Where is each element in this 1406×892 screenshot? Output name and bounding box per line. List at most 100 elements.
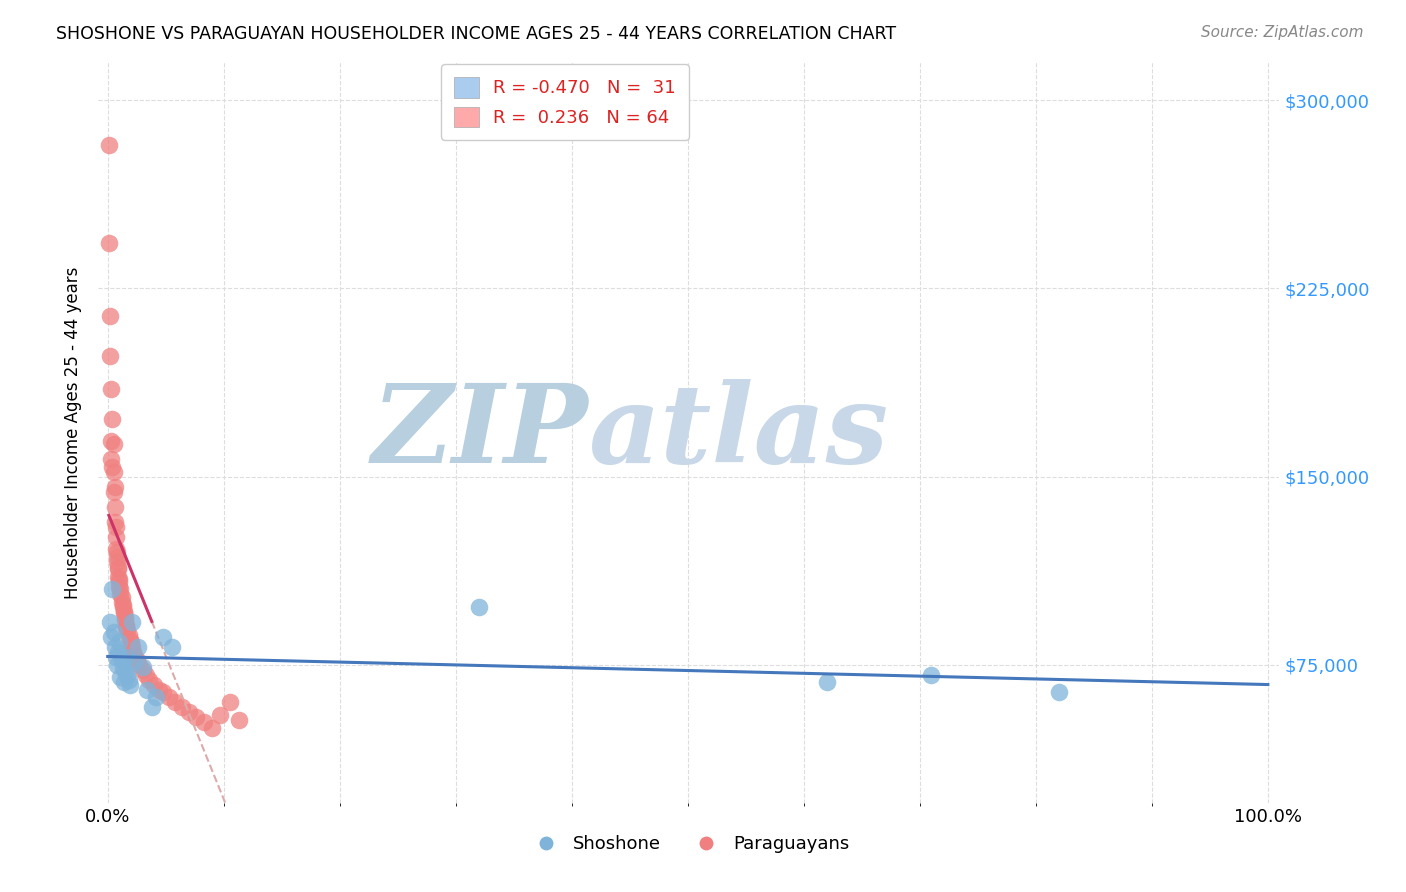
Point bbox=[121, 640, 143, 655]
Point bbox=[228, 713, 250, 727]
Point bbox=[108, 573, 131, 587]
Point bbox=[107, 570, 129, 584]
Point bbox=[118, 632, 141, 647]
Point bbox=[111, 660, 134, 674]
Point bbox=[104, 530, 127, 544]
Point bbox=[124, 655, 146, 669]
Point bbox=[103, 437, 125, 451]
Point bbox=[117, 673, 139, 687]
Point bbox=[120, 635, 142, 649]
Point bbox=[104, 650, 127, 665]
Point bbox=[127, 640, 149, 655]
Point bbox=[114, 665, 136, 680]
Point bbox=[115, 617, 138, 632]
Point bbox=[97, 236, 120, 251]
Point bbox=[122, 645, 145, 659]
Point bbox=[100, 382, 122, 396]
Point bbox=[145, 690, 167, 705]
Point bbox=[152, 630, 174, 644]
Point bbox=[131, 663, 153, 677]
Point bbox=[115, 620, 138, 634]
Point bbox=[184, 710, 207, 724]
Point bbox=[148, 682, 170, 697]
Legend: Shoshone, Paraguayans: Shoshone, Paraguayans bbox=[520, 828, 858, 861]
Point bbox=[177, 706, 200, 720]
Point bbox=[141, 700, 163, 714]
Point bbox=[815, 675, 838, 690]
Text: SHOSHONE VS PARAGUAYAN HOUSEHOLDER INCOME AGES 25 - 44 YEARS CORRELATION CHART: SHOSHONE VS PARAGUAYAN HOUSEHOLDER INCOM… bbox=[56, 25, 897, 43]
Point bbox=[111, 653, 134, 667]
Point bbox=[152, 685, 174, 699]
Point bbox=[111, 600, 134, 615]
Point bbox=[128, 657, 150, 672]
Point bbox=[111, 598, 134, 612]
Point bbox=[108, 635, 131, 649]
Point bbox=[117, 623, 139, 637]
Point bbox=[107, 645, 129, 659]
Point bbox=[114, 613, 136, 627]
Point bbox=[117, 668, 139, 682]
Point bbox=[209, 708, 232, 723]
Point bbox=[110, 582, 132, 597]
Point bbox=[920, 668, 942, 682]
Point bbox=[201, 721, 224, 735]
Point bbox=[103, 465, 125, 479]
Point bbox=[112, 675, 135, 690]
Point bbox=[170, 700, 193, 714]
Point bbox=[136, 682, 159, 697]
Point bbox=[98, 309, 121, 323]
Point bbox=[100, 434, 122, 449]
Point bbox=[104, 479, 127, 493]
Point bbox=[101, 412, 124, 426]
Point bbox=[193, 715, 215, 730]
Point bbox=[108, 574, 131, 589]
Point bbox=[98, 615, 121, 629]
Point bbox=[104, 520, 127, 534]
Point bbox=[121, 615, 143, 629]
Point bbox=[103, 484, 125, 499]
Point bbox=[105, 545, 128, 559]
Y-axis label: Householder Income Ages 25 - 44 years: Householder Income Ages 25 - 44 years bbox=[65, 267, 83, 599]
Point bbox=[117, 627, 139, 641]
Point bbox=[114, 610, 136, 624]
Point bbox=[105, 657, 128, 672]
Point bbox=[468, 600, 491, 615]
Point bbox=[97, 138, 120, 153]
Point bbox=[135, 668, 157, 682]
Text: Source: ZipAtlas.com: Source: ZipAtlas.com bbox=[1201, 25, 1364, 40]
Point bbox=[111, 590, 134, 604]
Point bbox=[112, 605, 135, 619]
Point bbox=[105, 555, 128, 569]
Point bbox=[163, 695, 186, 709]
Point bbox=[104, 515, 127, 529]
Point bbox=[98, 349, 121, 363]
Point bbox=[143, 678, 166, 692]
Point bbox=[105, 549, 128, 564]
Point bbox=[131, 660, 153, 674]
Point bbox=[104, 640, 127, 655]
Point bbox=[1047, 685, 1070, 699]
Point bbox=[115, 650, 138, 665]
Point bbox=[103, 625, 125, 640]
Point bbox=[107, 560, 129, 574]
Point bbox=[157, 690, 180, 705]
Point bbox=[110, 670, 132, 684]
Text: atlas: atlas bbox=[589, 379, 889, 486]
Point bbox=[111, 595, 134, 609]
Point bbox=[218, 695, 240, 709]
Point bbox=[125, 653, 148, 667]
Point bbox=[100, 452, 122, 467]
Point bbox=[160, 640, 183, 655]
Point bbox=[108, 580, 131, 594]
Point bbox=[104, 500, 127, 514]
Point bbox=[112, 605, 135, 619]
Point bbox=[100, 630, 122, 644]
Text: ZIP: ZIP bbox=[373, 379, 589, 486]
Point bbox=[101, 459, 124, 474]
Point bbox=[138, 673, 160, 687]
Point bbox=[101, 582, 124, 597]
Point bbox=[118, 678, 141, 692]
Point bbox=[107, 562, 129, 576]
Point bbox=[104, 542, 127, 557]
Point bbox=[110, 587, 132, 601]
